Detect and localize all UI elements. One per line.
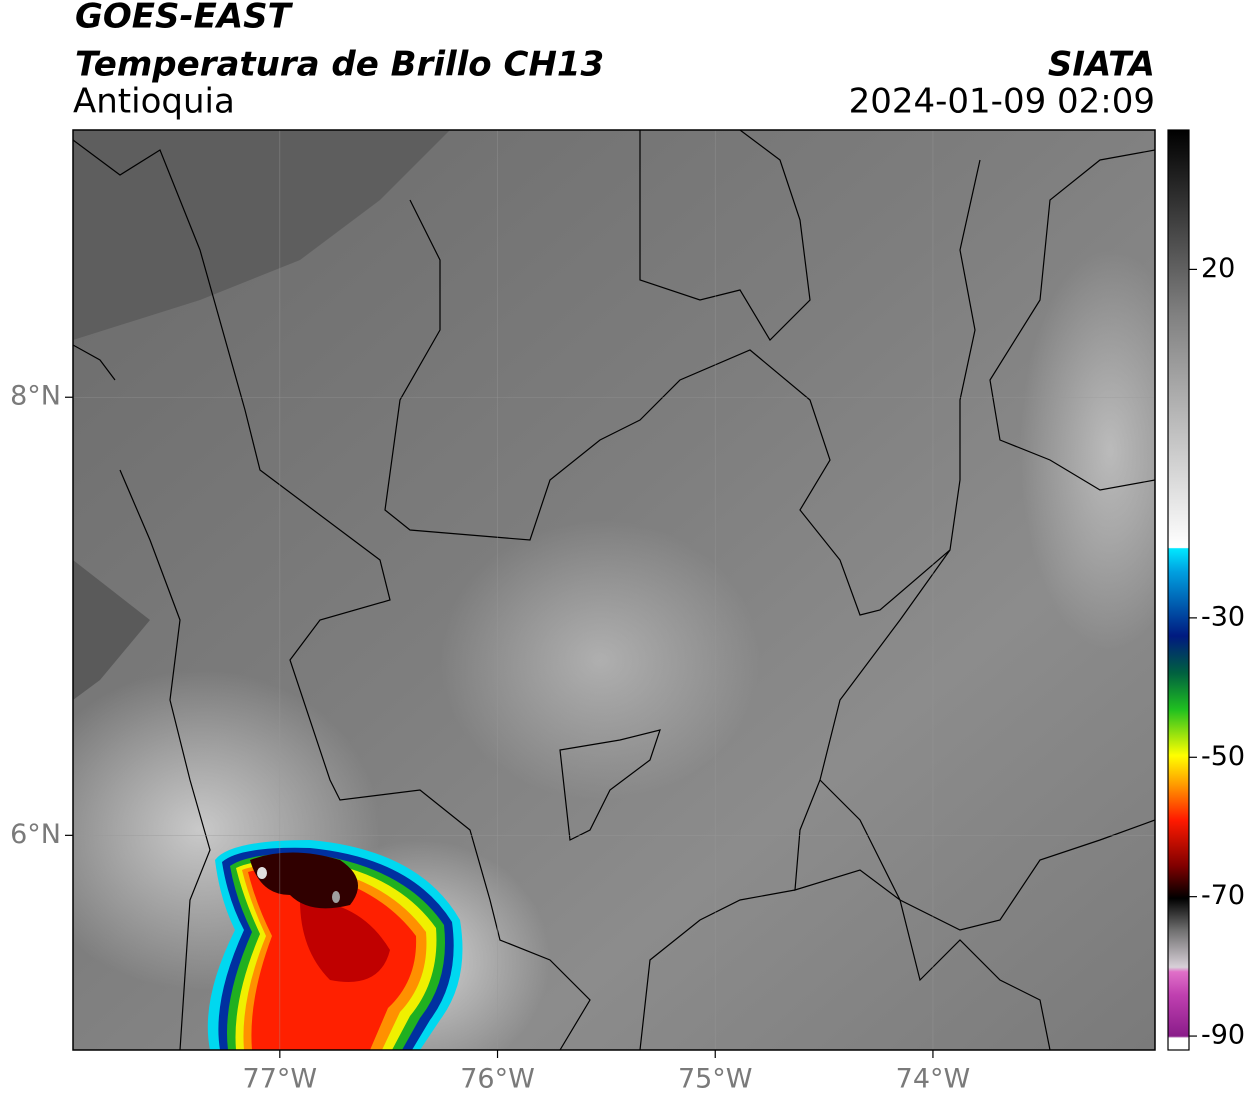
sea bbox=[73, 130, 450, 340]
cloud bbox=[1020, 250, 1155, 650]
cloud bbox=[440, 520, 760, 800]
storm bbox=[207, 840, 463, 1050]
colorbar-tick-label: -90 bbox=[1201, 1020, 1245, 1051]
datetime: 2024-01-09 02:09 bbox=[849, 82, 1155, 122]
region: Antioquia bbox=[73, 82, 235, 122]
axes: 77°W 76°W 75°W 74°W 8°N 6°N bbox=[10, 381, 970, 1095]
lat-tick-label: 8°N bbox=[10, 381, 61, 412]
colorbar bbox=[1167, 129, 1190, 1051]
colorbar-tick-label: -30 bbox=[1201, 601, 1245, 632]
lon-tick-label: 77°W bbox=[243, 1064, 318, 1095]
source: SIATA bbox=[1048, 45, 1155, 85]
colorbar-tick-label: -50 bbox=[1201, 741, 1245, 772]
borders bbox=[73, 130, 1155, 1050]
grid bbox=[73, 130, 1155, 1050]
lon-tick-label: 74°W bbox=[896, 1064, 971, 1095]
map-frame bbox=[72, 129, 1156, 1051]
map bbox=[73, 130, 1155, 1050]
title: GOES-EAST bbox=[75, 0, 294, 37]
lon-tick-label: 75°W bbox=[678, 1064, 753, 1095]
colorbar-tick-label: -70 bbox=[1201, 880, 1245, 911]
sea bbox=[73, 560, 150, 700]
colorbar-tick-label: 20 bbox=[1201, 253, 1235, 284]
lat-tick-label: 6°N bbox=[10, 819, 61, 850]
colorbar-ticks: 20 -30 -50 -70 -90 bbox=[1189, 253, 1245, 1051]
lon-tick-label: 76°W bbox=[460, 1064, 535, 1095]
subtitle: Temperatura de Brillo CH13 bbox=[75, 45, 604, 85]
